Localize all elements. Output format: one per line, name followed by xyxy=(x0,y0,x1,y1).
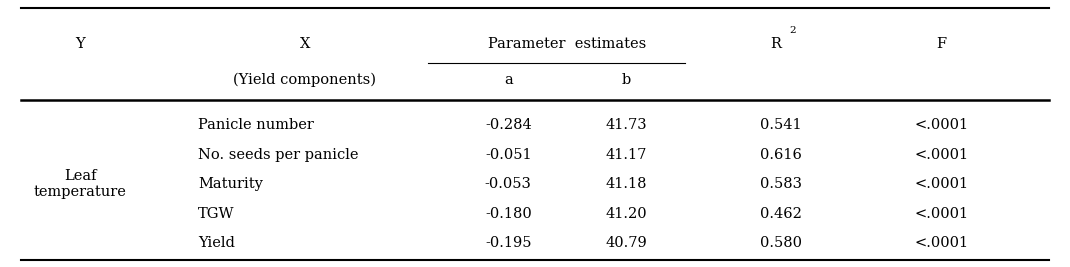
Text: Y: Y xyxy=(75,37,86,51)
Text: Leaf
temperature: Leaf temperature xyxy=(34,169,126,199)
Text: No. seeds per panicle: No. seeds per panicle xyxy=(198,148,358,162)
Text: X: X xyxy=(300,37,310,51)
Text: <.0001: <.0001 xyxy=(915,119,968,132)
Text: -0.053: -0.053 xyxy=(485,177,532,191)
Text: R: R xyxy=(770,37,781,51)
Text: -0.180: -0.180 xyxy=(485,207,532,221)
Text: Yield: Yield xyxy=(198,236,234,250)
Text: a: a xyxy=(504,73,513,87)
Text: TGW: TGW xyxy=(198,207,234,221)
Text: <.0001: <.0001 xyxy=(915,207,968,221)
Text: 41.73: 41.73 xyxy=(606,119,646,132)
Text: 0.580: 0.580 xyxy=(760,236,802,250)
Text: -0.284: -0.284 xyxy=(485,119,532,132)
Text: 0.583: 0.583 xyxy=(760,177,802,191)
Text: 40.79: 40.79 xyxy=(605,236,647,250)
Text: 0.616: 0.616 xyxy=(760,148,802,162)
Text: Parameter  estimates: Parameter estimates xyxy=(488,37,646,51)
Text: <.0001: <.0001 xyxy=(915,148,968,162)
Text: b: b xyxy=(622,73,630,87)
Text: 2: 2 xyxy=(790,26,796,35)
Text: <.0001: <.0001 xyxy=(915,236,968,250)
Text: (Yield components): (Yield components) xyxy=(233,73,377,87)
Text: -0.195: -0.195 xyxy=(485,236,532,250)
Text: 0.541: 0.541 xyxy=(761,119,801,132)
Text: 41.18: 41.18 xyxy=(606,177,646,191)
Text: F: F xyxy=(936,37,947,51)
Text: Maturity: Maturity xyxy=(198,177,263,191)
Text: 41.20: 41.20 xyxy=(606,207,646,221)
Text: <.0001: <.0001 xyxy=(915,177,968,191)
Text: -0.051: -0.051 xyxy=(485,148,532,162)
Text: 41.17: 41.17 xyxy=(606,148,646,162)
Text: 0.462: 0.462 xyxy=(760,207,802,221)
Text: Panicle number: Panicle number xyxy=(198,119,314,132)
